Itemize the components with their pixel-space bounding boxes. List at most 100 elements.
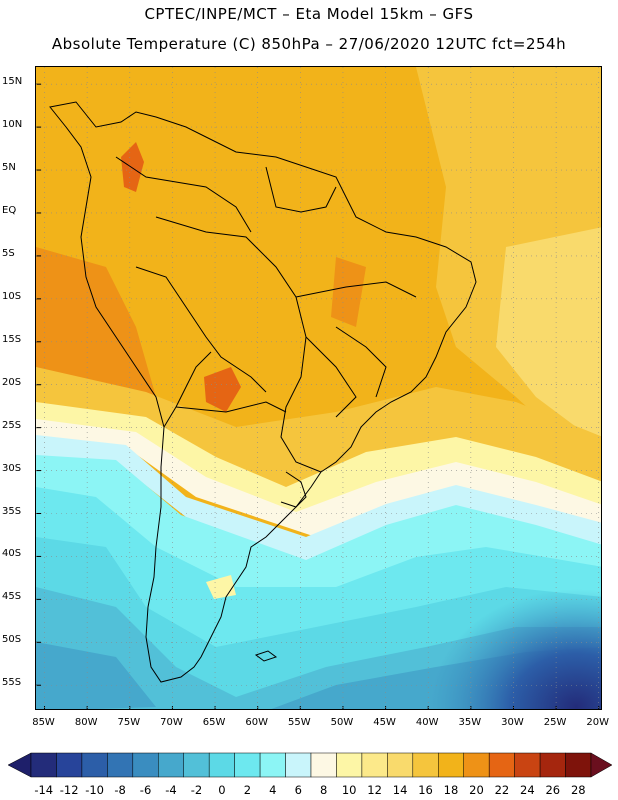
colorbar-label: -6: [139, 783, 152, 797]
colorbar-label: 22: [494, 783, 510, 797]
colorbar-label: 18: [443, 783, 459, 797]
colorbar-label: 28: [570, 783, 586, 797]
border-argentina: [175, 401, 287, 413]
colorbar: [7, 752, 613, 778]
border-brazil-states: [295, 281, 417, 418]
colorbar-label: -4: [165, 783, 177, 797]
lon-label-75w: 75W: [117, 717, 141, 728]
temperature-bands: [36, 67, 601, 709]
lat-label-30s: 30S: [2, 462, 22, 474]
lon-label-80w: 80W: [74, 717, 98, 728]
falkland-islands: [254, 650, 278, 662]
lat-label-40s: 40S: [2, 548, 22, 560]
lat-label-15s: 15S: [2, 333, 22, 345]
lat-label-5s: 5S: [2, 247, 15, 259]
lat-lon-grid: [36, 67, 601, 709]
colorbar-label: 24: [520, 783, 535, 797]
colorbar-cell: [234, 752, 261, 778]
warm-core-chaco: [204, 367, 241, 412]
colorbar-label: -8: [114, 783, 126, 797]
lon-label-40w: 40W: [415, 717, 439, 728]
lon-label-60w: 60W: [245, 717, 268, 728]
colorbar-label: 20: [469, 783, 484, 797]
map-canvas: [36, 67, 601, 709]
border-peru-bolivia: [135, 266, 267, 393]
lon-label-20w: 20W: [586, 717, 610, 728]
colorbar-cell: [183, 752, 210, 778]
colorbar-label: 16: [418, 783, 433, 797]
colorbar-label: 10: [341, 783, 357, 797]
colorbar-cell: [158, 752, 184, 778]
colorbar-cell: [565, 752, 592, 778]
colorbar-label: -2: [190, 783, 203, 797]
colorbar-label: -12: [59, 783, 79, 797]
warm-core-brazil: [331, 257, 366, 327]
border-guianas: [265, 166, 337, 213]
warm-core-venezuela: [121, 142, 144, 192]
temperature-map: [35, 66, 602, 710]
lon-label-70w: 70W: [160, 717, 183, 728]
lat-label-50s: 50S: [2, 634, 22, 646]
colorbar-label: 0: [218, 783, 226, 797]
colorbar-cell: [488, 752, 515, 778]
band-20-west: [36, 247, 156, 397]
band-14: [496, 227, 601, 446]
colorbar-label: -14: [34, 783, 54, 797]
lon-label-85w: 85W: [32, 717, 55, 728]
border-andes: [163, 351, 212, 428]
colorbar-label: 6: [294, 783, 302, 797]
border-uruguay: [280, 471, 307, 508]
colorbar-cell: [30, 752, 57, 778]
colorbar-cell: [387, 752, 414, 778]
colorbar-cell: [514, 752, 541, 778]
colorbar-label: 8: [320, 783, 328, 797]
lat-label-55s: 55S: [2, 677, 22, 689]
colorbar-label: 14: [392, 783, 408, 797]
colorbar-cell: [539, 752, 566, 778]
lat-label-15n: 15N: [2, 76, 23, 88]
colorbar-label: 2: [243, 783, 252, 797]
colorbar-label: 26: [545, 783, 561, 797]
colorbar-cell: [336, 752, 363, 778]
south-america-coastline: [49, 101, 477, 683]
border-colombia-venezuela: [115, 156, 252, 233]
lon-label-50w: 50W: [330, 717, 354, 728]
colorbar-high-arrow: [590, 752, 613, 778]
colorbar-cell: [438, 752, 464, 778]
lon-label-65w: 65W: [202, 717, 226, 728]
country-borders: [49, 101, 477, 683]
colorbar-low-arrow: [7, 752, 32, 778]
lat-label-35s: 35S: [2, 505, 22, 517]
lon-label-55w: 55W: [288, 717, 311, 728]
colorbar-label: 4: [269, 783, 277, 797]
lon-label-30w: 30W: [501, 717, 524, 728]
lon-label-45w: 45W: [373, 717, 396, 728]
colorbar-cell: [361, 752, 388, 778]
colorbar-cell: [259, 752, 286, 778]
chart-subtitle: Absolute Temperature (C) 850hPa – 27/06/…: [51, 35, 567, 53]
colorbar-cell: [310, 752, 337, 778]
colorbar-label: -10: [85, 783, 105, 797]
colorbar-cell: [208, 752, 235, 778]
lon-label-25w: 25W: [543, 717, 567, 728]
colorbar-cell: [81, 752, 108, 778]
colorbar-cell: [132, 752, 159, 778]
chart-title: CPTEC/INPE/MCT – Eta Model 15km – GFS: [144, 5, 474, 23]
lat-label-eq: EQ: [2, 204, 17, 216]
lon-label-35w: 35W: [458, 717, 482, 728]
colorbar-cell: [56, 752, 83, 778]
lat-label-25s: 25S: [2, 419, 22, 431]
colorbar-cell: [463, 752, 490, 778]
band-8: [36, 419, 601, 537]
lat-label-5n: 5N: [2, 162, 16, 174]
colorbar-cell: [107, 752, 134, 778]
lat-label-45s: 45S: [2, 591, 22, 603]
band-10: [36, 402, 601, 517]
lat-label-20s: 20S: [2, 376, 22, 388]
colorbar-cell: [285, 752, 312, 778]
lat-label-10n: 10N: [2, 119, 23, 131]
lat-label-10s: 10S: [2, 290, 22, 302]
band-16-south: [36, 367, 601, 497]
colorbar-label: 12: [367, 783, 382, 797]
cold-core-south-atlantic: [336, 497, 601, 709]
